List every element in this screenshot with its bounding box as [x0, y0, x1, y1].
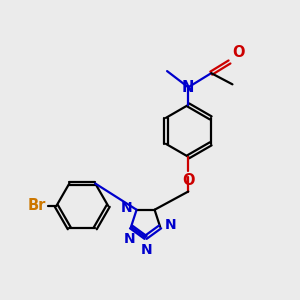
Text: N: N — [164, 218, 176, 233]
Text: N: N — [182, 80, 194, 95]
Text: O: O — [232, 45, 244, 60]
Text: N: N — [124, 232, 135, 246]
Text: O: O — [182, 173, 194, 188]
Text: N: N — [141, 243, 153, 257]
Text: Br: Br — [28, 198, 46, 213]
Text: N: N — [121, 201, 133, 215]
